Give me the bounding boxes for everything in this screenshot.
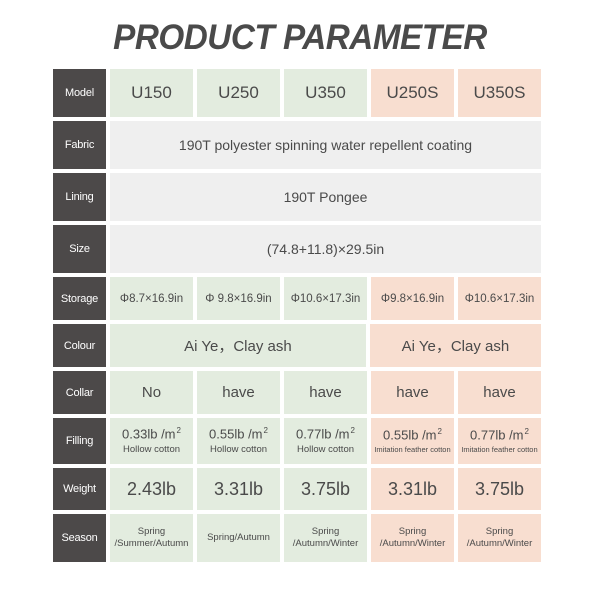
cell-lining-value: 190T Pongee [110,173,541,221]
cell-collar-u350: have [284,371,367,414]
cell-storage-u250: Φ 9.8×16.9in [197,277,280,320]
cell-collar-u350s: have [458,371,541,414]
cell-weight-u350s: 3.75lb [458,468,541,510]
filling-material-u150: Hollow cotton [122,443,181,455]
filling-material-u350s: Imitation feather cotton [461,444,538,454]
row-label-size: Size [53,225,106,273]
filling-superscript: 2 [350,425,355,435]
cell-weight-u250s: 3.31lb [371,468,454,510]
table-row-fabric: Fabric 190T polyester spinning water rep… [53,121,541,169]
cell-size-value: (74.8+11.8)×29.5in [110,225,541,273]
filling-superscript: 2 [176,425,181,435]
row-label-weight: Weight [53,468,106,510]
filling-superscript: 2 [437,427,442,437]
cell-filling-u250: 0.55lb /m2 Hollow cotton [197,418,280,464]
cell-filling-u350s: 0.77lb /m2 Imitation feather cotton [458,418,541,464]
cell-weight-u350: 3.75lb [284,468,367,510]
row-label-colour: Colour [53,324,106,367]
cell-season-u350: Spring /Autumn/Winter [284,514,367,562]
row-label-lining: Lining [53,173,106,221]
filling-value-u250: 0.55lb /m2 [209,425,268,442]
row-label-season: Season [53,514,106,562]
row-label-fabric: Fabric [53,121,106,169]
cell-filling-u350: 0.77lb /m2 Hollow cotton [284,418,367,464]
table-row-collar: Collar No have have have have [53,371,541,414]
cell-season-u250: Spring/Autumn [197,514,280,562]
filling-value-u150: 0.33lb /m2 [122,425,181,442]
cell-filling-u150: 0.33lb /m2 Hollow cotton [110,418,193,464]
row-label-collar: Collar [53,371,106,414]
table-row-size: Size (74.8+11.8)×29.5in [53,225,541,273]
cell-colour-premium: Ai Ye，Clay ash [369,324,541,367]
cell-filling-u250s: 0.55lb /m2 Imitation feather cotton [371,418,454,464]
table-row-model: Model U150 U250 U350 U250S U350S [53,69,541,117]
row-label-filling: Filling [53,418,106,464]
row-label-storage: Storage [53,277,106,320]
table-row-season: Season Spring /Summer/Autumn Spring/Autu… [53,514,541,562]
filling-value-u350: 0.77lb /m2 [296,425,355,442]
filling-material-u250s: Imitation feather cotton [374,444,451,454]
table-row-storage: Storage Φ8.7×16.9in Φ 9.8×16.9in Φ10.6×1… [53,277,541,320]
cell-model-u150: U150 [110,69,193,117]
cell-season-u250s: Spring /Autumn/Winter [371,514,454,562]
cell-collar-u250s: have [371,371,454,414]
cell-weight-u250: 3.31lb [197,468,280,510]
filling-superscript: 2 [263,425,268,435]
cell-storage-u150: Φ8.7×16.9in [110,277,193,320]
table-row-colour: Colour Ai Ye，Clay ash Ai Ye，Clay ash [53,324,541,367]
product-parameter-table: Model U150 U250 U350 U250S U350S Fabric … [53,69,541,562]
cell-collar-u250: have [197,371,280,414]
filling-material-u350: Hollow cotton [296,443,355,455]
table-row-weight: Weight 2.43lb 3.31lb 3.75lb 3.31lb 3.75l… [53,468,541,510]
cell-model-u250s: U250S [371,69,454,117]
cell-storage-u350: Φ10.6×17.3in [284,277,367,320]
cell-season-u150: Spring /Summer/Autumn [110,514,193,562]
cell-season-u350s: Spring /Autumn/Winter [458,514,541,562]
cell-storage-u250s: Φ9.8×16.9in [371,277,454,320]
cell-model-u350: U350 [284,69,367,117]
table-row-filling: Filling 0.33lb /m2 Hollow cotton 0.55lb … [53,418,541,464]
cell-storage-u350s: Φ10.6×17.3in [458,277,541,320]
filling-value-u350s: 0.77lb /m2 [470,427,529,443]
cell-model-u350s: U350S [458,69,541,117]
filling-superscript: 2 [524,427,529,437]
cell-model-u250: U250 [197,69,280,117]
filling-value-u250s: 0.55lb /m2 [383,427,442,443]
filling-material-u250: Hollow cotton [209,443,268,455]
cell-colour-standard: Ai Ye，Clay ash [110,324,366,367]
table-row-lining: Lining 190T Pongee [53,173,541,221]
cell-fabric-value: 190T polyester spinning water repellent … [110,121,541,169]
row-label-model: Model [53,69,106,117]
cell-weight-u150: 2.43lb [110,468,193,510]
page-title: PRODUCT PARAMETER [113,18,487,57]
cell-collar-u150: No [110,371,193,414]
